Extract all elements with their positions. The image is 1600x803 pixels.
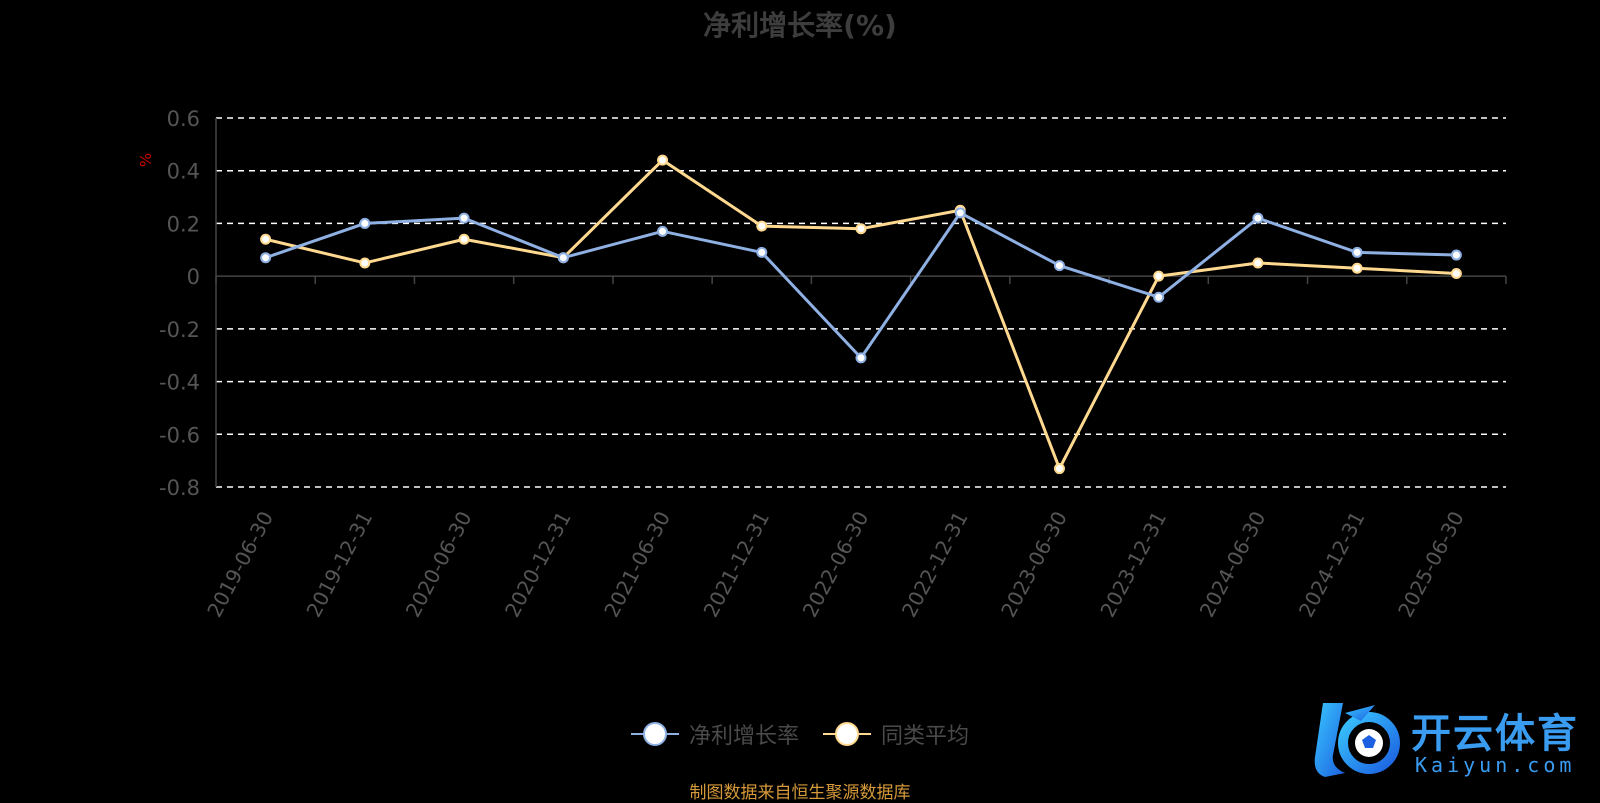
data-point[interactable] <box>1252 212 1264 224</box>
x-tick-label: 2019-06-30 <box>202 507 278 621</box>
data-point[interactable] <box>1450 249 1462 261</box>
data-point[interactable] <box>260 252 272 264</box>
x-tick-label: 2023-12-31 <box>1095 507 1171 621</box>
data-point[interactable] <box>458 212 470 224</box>
watermark-text-en: Kaiyun.com <box>1415 753 1576 777</box>
series-line <box>265 211 1457 360</box>
data-point[interactable] <box>657 225 669 237</box>
y-axis-label: % <box>137 153 155 167</box>
y-tick-label: 0.4 <box>167 160 200 184</box>
y-tick-label: -0.6 <box>159 423 200 447</box>
data-point[interactable] <box>657 154 669 166</box>
legend-swatch-peer-average <box>823 722 871 746</box>
data-point[interactable] <box>1351 246 1363 258</box>
chart-title: 净利增长率(%) <box>703 9 897 42</box>
legend-label-peer-average: 同类平均 <box>881 724 970 749</box>
series-line <box>265 158 1457 471</box>
x-tick-label: 2022-06-30 <box>798 507 874 621</box>
legend: 净利增长率 同类平均 <box>0 718 1600 750</box>
legend-label-net-profit: 净利增长率 <box>688 724 799 749</box>
x-tick-label: 2019-12-31 <box>302 507 378 621</box>
data-point[interactable] <box>954 207 966 219</box>
data-point[interactable] <box>359 257 371 269</box>
data-point[interactable] <box>359 217 371 229</box>
data-point[interactable] <box>756 220 768 232</box>
kaiyun-logo-icon <box>1314 703 1400 777</box>
x-tick-label: 2024-12-31 <box>1294 507 1370 621</box>
y-tick-label: -0.2 <box>159 318 200 342</box>
y-tick-label: 0 <box>187 265 200 289</box>
data-point[interactable] <box>1351 262 1363 274</box>
data-point[interactable] <box>1153 291 1165 303</box>
x-tick-label: 2020-06-30 <box>401 507 477 621</box>
data-point[interactable] <box>260 233 272 245</box>
data-point[interactable] <box>855 223 867 235</box>
x-tick-label: 2021-12-31 <box>698 507 774 621</box>
data-point[interactable] <box>1252 257 1264 269</box>
data-point[interactable] <box>1053 260 1065 272</box>
watermark-text-cn: 开云体育 <box>1411 711 1579 757</box>
data-point[interactable] <box>1450 268 1462 280</box>
y-tick-label: 0.6 <box>167 107 200 131</box>
x-tick-label: 2020-12-31 <box>500 507 576 621</box>
y-tick-label: 0.2 <box>167 212 200 236</box>
y-tick-label: -0.8 <box>159 476 200 500</box>
legend-swatch-net-profit <box>630 722 679 746</box>
x-tick-label: 2022-12-31 <box>897 507 973 621</box>
data-point[interactable] <box>855 352 867 364</box>
x-tick-label: 2025-06-30 <box>1393 507 1469 621</box>
x-tick-label: 2023-06-30 <box>996 507 1072 621</box>
y-tick-label: -0.4 <box>159 371 200 395</box>
data-point[interactable] <box>458 233 470 245</box>
data-point[interactable] <box>557 252 569 264</box>
x-tick-label: 2021-06-30 <box>599 507 675 621</box>
data-point[interactable] <box>1153 270 1165 282</box>
data-point[interactable] <box>1053 463 1065 475</box>
watermark-logo: 开云体育 Kaiyun.com <box>1305 695 1590 785</box>
data-point[interactable] <box>756 246 768 258</box>
legend-item-net-profit[interactable]: 净利增长率 <box>630 718 799 750</box>
x-tick-label: 2024-06-30 <box>1195 507 1271 621</box>
source-note: 制图数据来自恒生聚源数据库 <box>689 783 911 803</box>
legend-item-peer-average[interactable]: 同类平均 <box>823 718 969 750</box>
